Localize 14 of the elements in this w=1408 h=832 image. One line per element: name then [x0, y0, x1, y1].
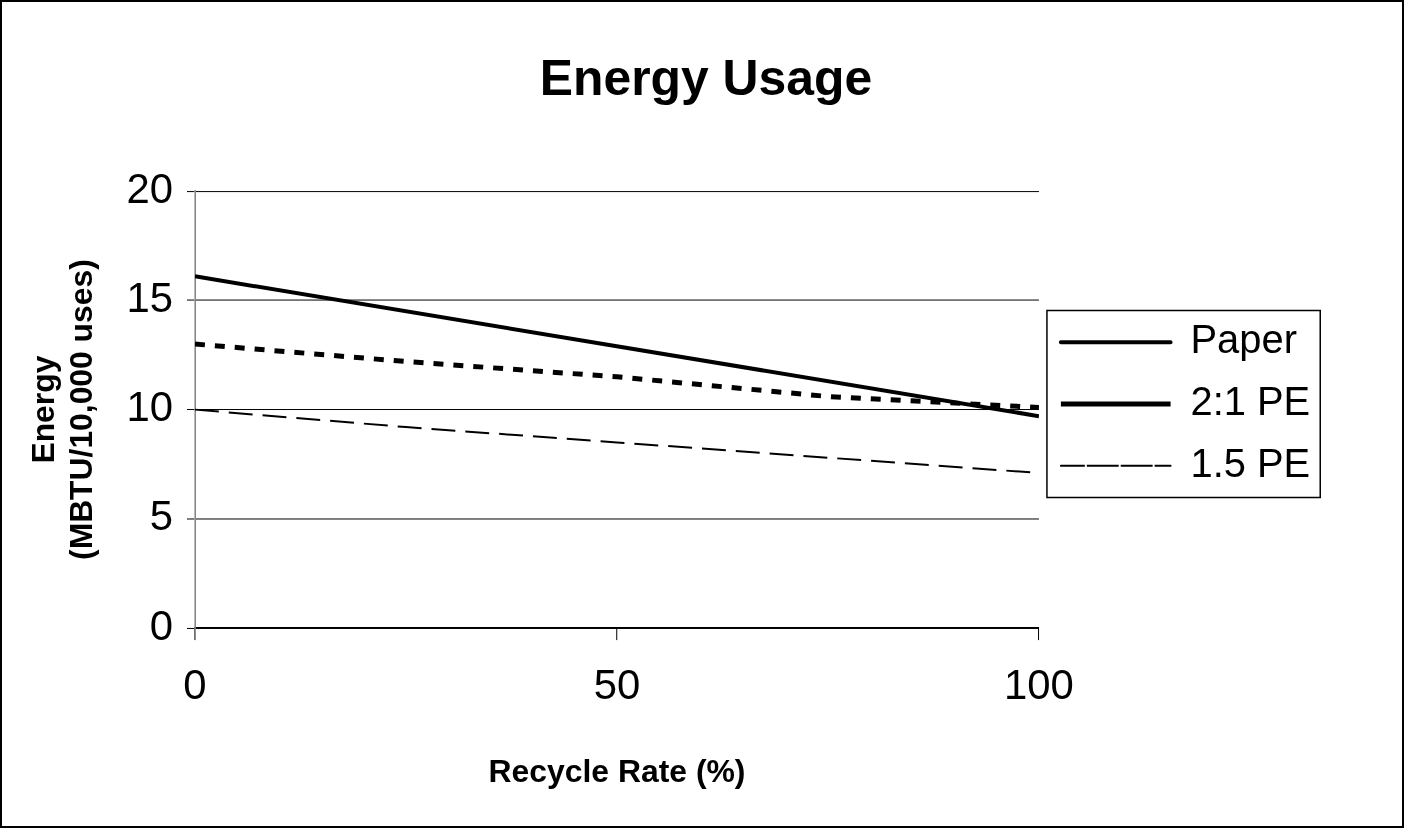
y-tick-label: 5 [149, 492, 174, 540]
x-tick-label: 50 [593, 660, 641, 708]
y-tick-label: 20 [126, 164, 174, 212]
y-tick-label: 0 [149, 601, 174, 649]
y-axis-title: Energy (MBTU/10,000 uses) [24, 259, 100, 560]
x-axis-title: Recycle Rate (%) [488, 752, 746, 789]
legend-label: Paper [1190, 317, 1297, 362]
y-tick-label: 10 [126, 383, 174, 431]
legend-label: 2:1 PE [1190, 379, 1311, 424]
chart-title: Energy Usage [539, 50, 873, 107]
x-tick-label: 100 [1004, 660, 1074, 708]
legend-label: 1.5 PE [1190, 440, 1311, 485]
y-tick-label: 15 [126, 273, 174, 321]
x-tick-label: 0 [183, 660, 207, 708]
